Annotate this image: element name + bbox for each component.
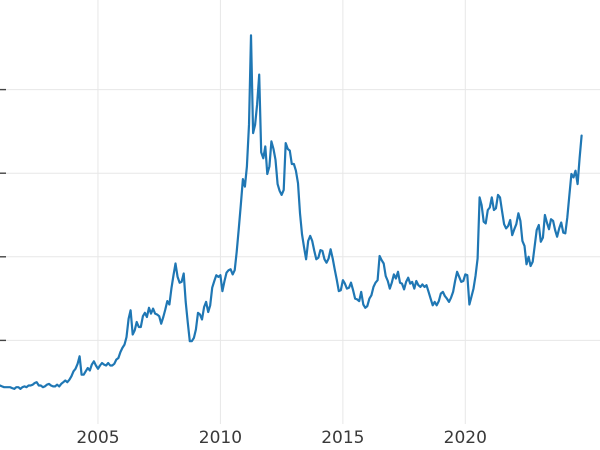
x-tick-label: 2020 xyxy=(444,428,487,448)
x-tick-label: 2010 xyxy=(199,428,242,448)
x-tick-label: 2015 xyxy=(321,428,364,448)
price-line xyxy=(0,34,583,390)
x-tick-label: 2005 xyxy=(76,428,119,448)
